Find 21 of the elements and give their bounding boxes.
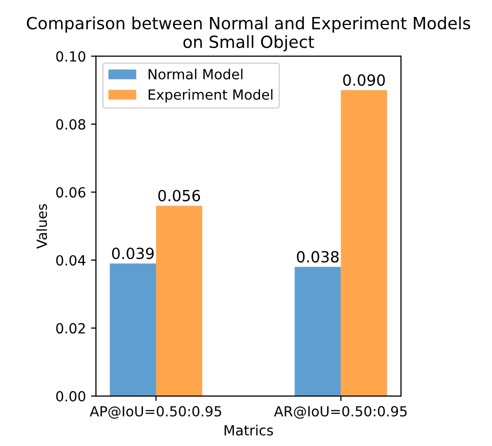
bar — [340, 90, 388, 396]
chart-title: Comparison between Normal and Experiment Models on Small Object — [26, 16, 470, 52]
x-tick-label: AP@IoU=0.50:0.95 — [90, 406, 222, 419]
y-tick-label: 0.00 — [56, 391, 86, 402]
legend-label: Experiment Model — [148, 89, 272, 103]
bar — [110, 264, 156, 396]
y-tick-label: 0.10 — [56, 51, 86, 62]
text: 0.039 — [112, 248, 154, 260]
y-tick-label: 0.04 — [56, 255, 86, 266]
y-axis-title: Values — [36, 204, 48, 249]
bar — [294, 266, 341, 396]
y-tick-label: 0.08 — [56, 119, 86, 130]
text: 0.056 — [158, 190, 200, 202]
x-tick-label: AR@IoU=0.50:0.95 — [274, 406, 407, 419]
legend-label: Normal Model — [148, 68, 242, 80]
bar — [156, 206, 202, 396]
text: 0.090 — [343, 74, 385, 86]
text: 0.038 — [296, 251, 339, 263]
x-axis-title: Matrics — [224, 424, 273, 436]
y-tick-label: 0.06 — [56, 187, 86, 198]
y-tick-label: 0.02 — [56, 323, 85, 334]
